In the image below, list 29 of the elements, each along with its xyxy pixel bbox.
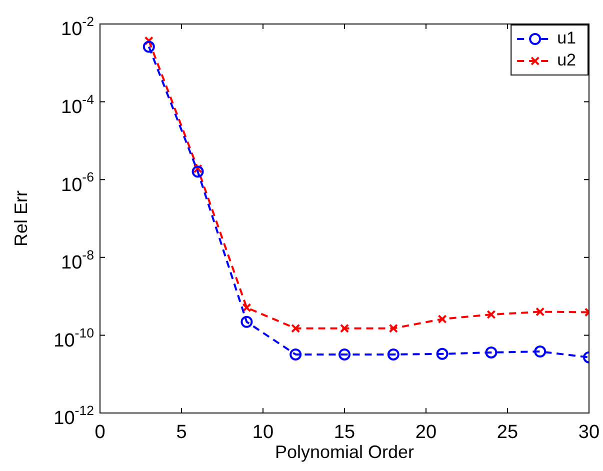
x-tick-label: 0 bbox=[94, 422, 106, 444]
point bbox=[290, 348, 302, 360]
point bbox=[486, 310, 496, 320]
x-tick-label: 25 bbox=[496, 422, 518, 444]
point bbox=[291, 324, 300, 333]
point bbox=[340, 324, 350, 333]
point bbox=[536, 307, 545, 316]
point bbox=[142, 40, 155, 53]
x-tick-label: 10 bbox=[252, 422, 274, 444]
x-tick-label: 15 bbox=[334, 422, 356, 444]
point bbox=[144, 36, 154, 46]
point bbox=[388, 324, 398, 333]
x-tick-label: 5 bbox=[176, 422, 187, 444]
point bbox=[192, 166, 204, 178]
legend-label: u1 bbox=[557, 28, 576, 48]
x-axis-title: Polynomial Order bbox=[274, 442, 414, 462]
legend-label: u2 bbox=[557, 50, 576, 70]
x-tick-label: 20 bbox=[415, 422, 437, 444]
point bbox=[193, 164, 202, 174]
point bbox=[240, 316, 253, 328]
point bbox=[242, 303, 252, 312]
point bbox=[485, 346, 498, 358]
point bbox=[387, 348, 400, 360]
point bbox=[436, 348, 448, 360]
point bbox=[438, 314, 447, 324]
x-tick-label: 30 bbox=[578, 422, 600, 444]
y-axis-title: Rel Err bbox=[10, 190, 31, 247]
point bbox=[534, 346, 546, 358]
point bbox=[338, 348, 350, 360]
